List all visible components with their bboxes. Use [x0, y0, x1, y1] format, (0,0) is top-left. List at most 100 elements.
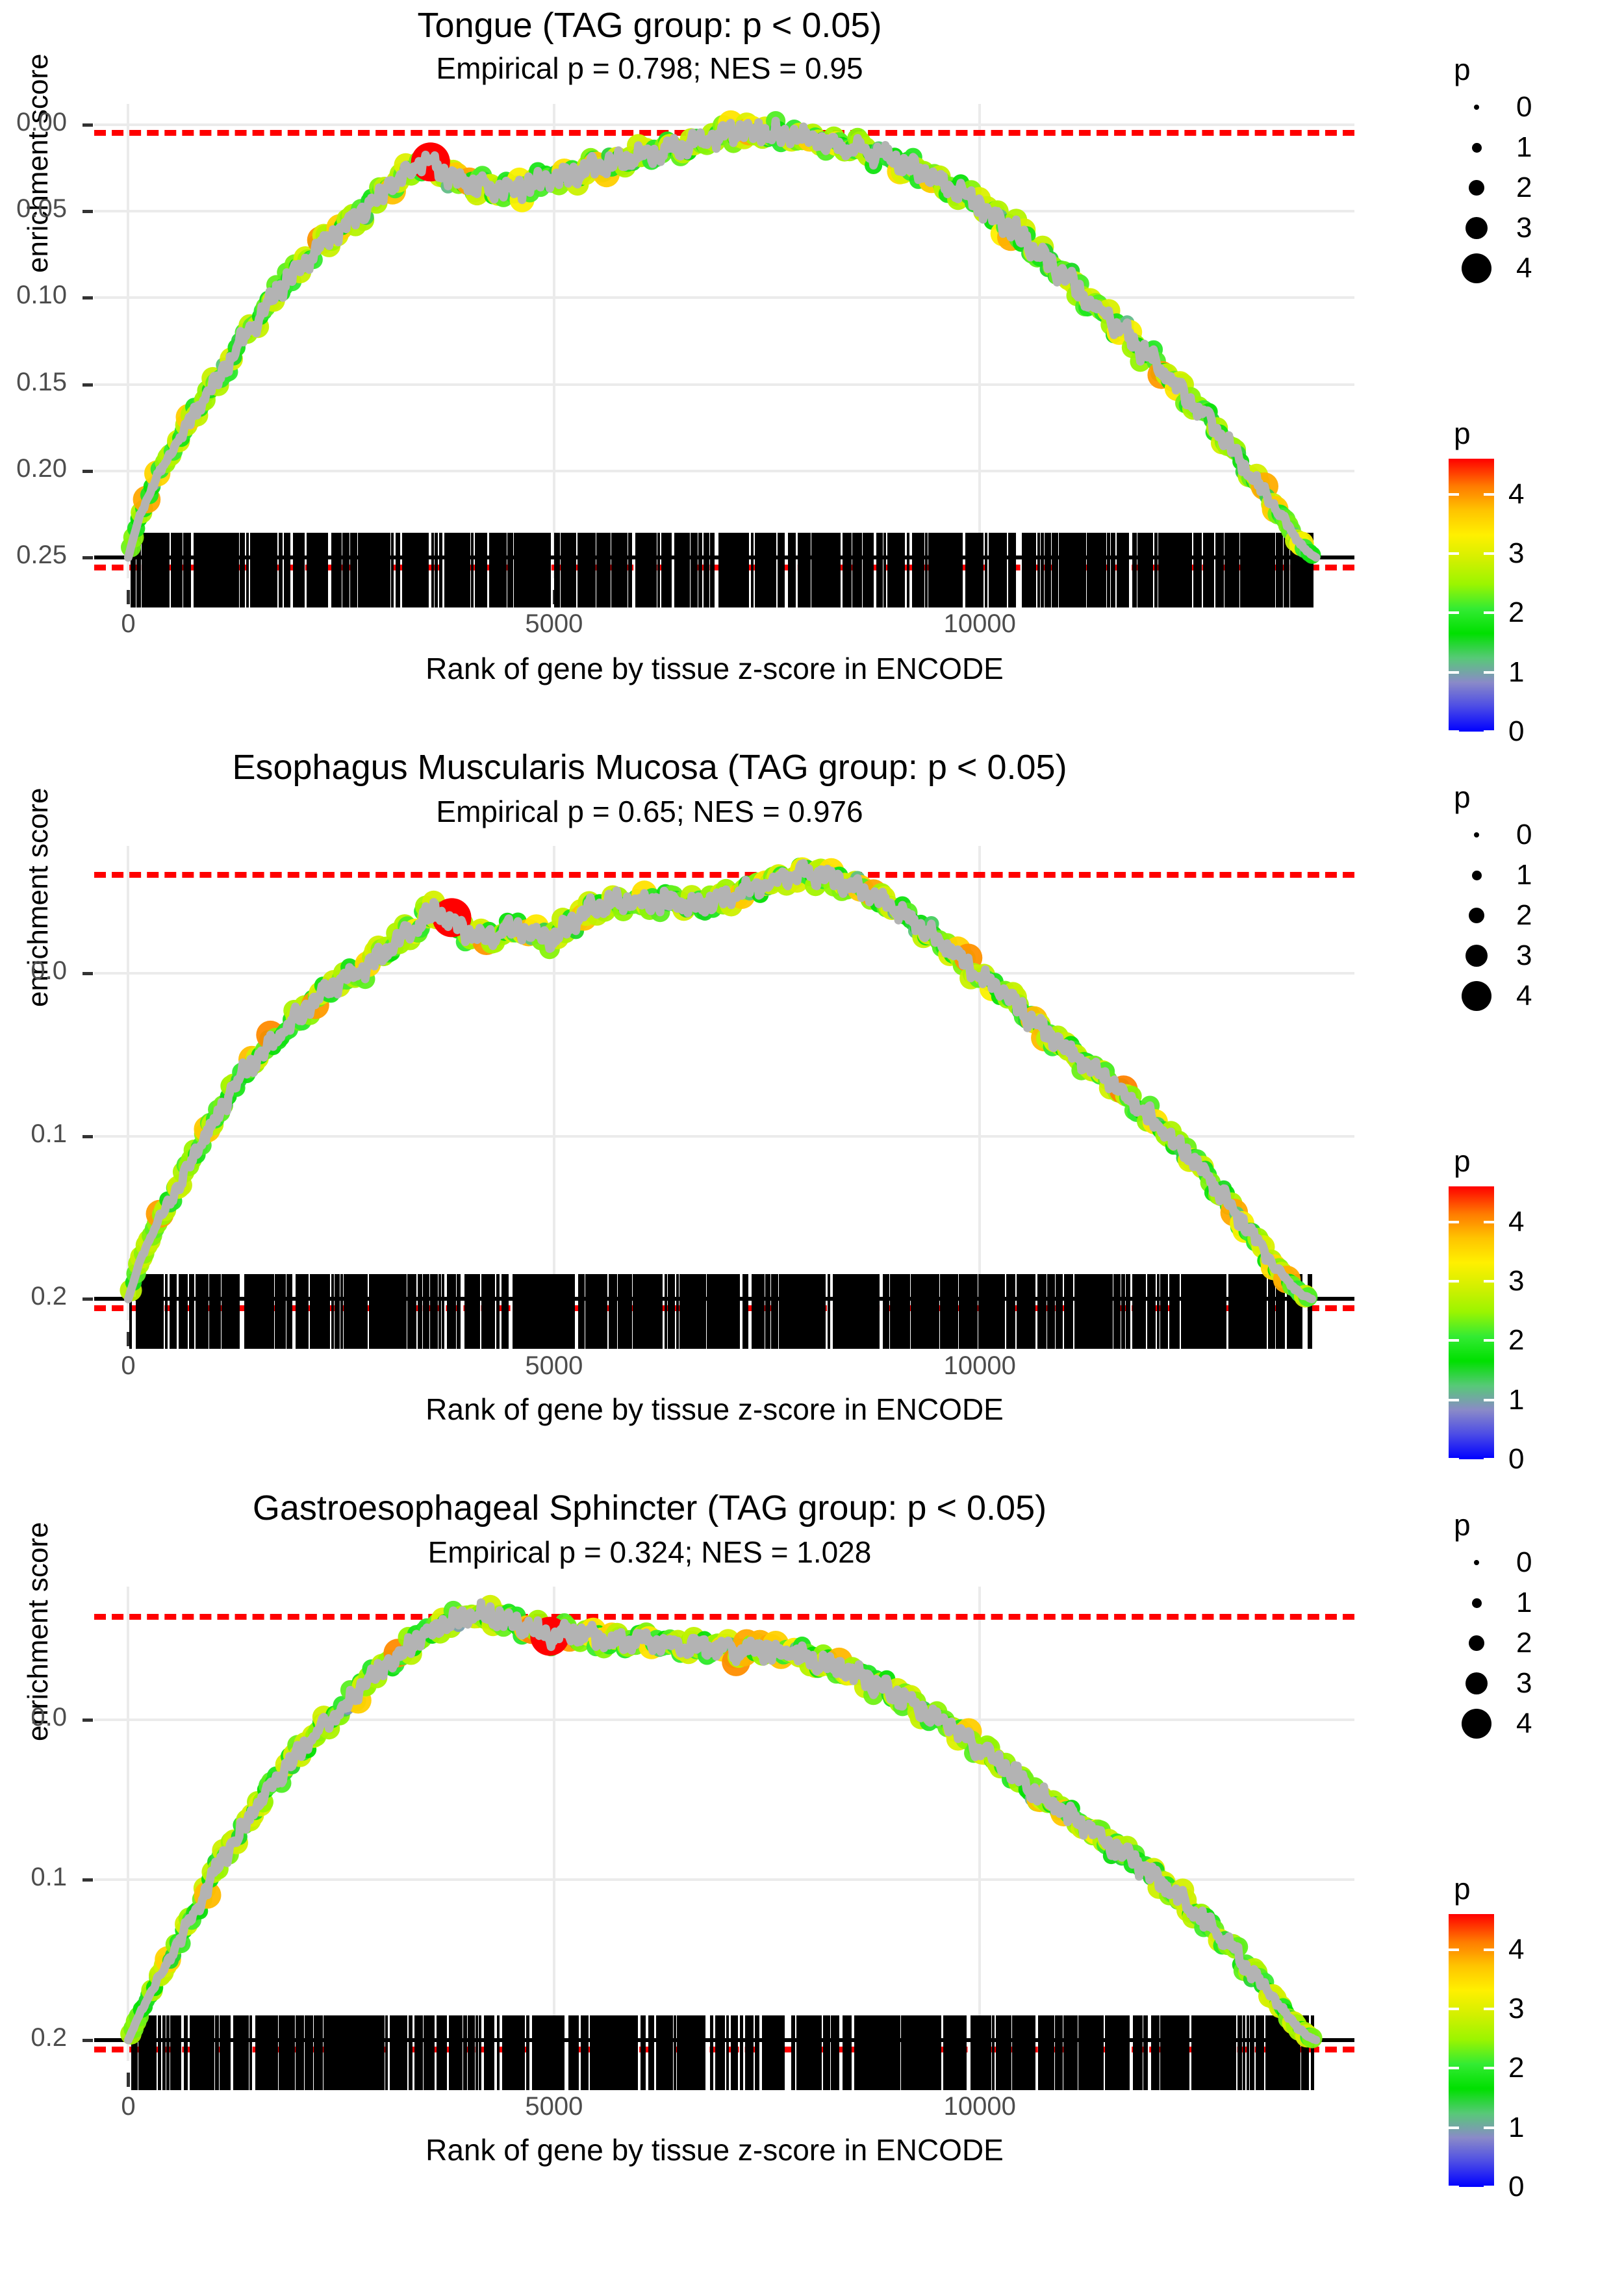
- y-axis-tick-mark: [82, 1297, 93, 1301]
- gene-hit-tick: [146, 533, 149, 608]
- y-axis-tick-label: 0.20: [16, 454, 67, 483]
- size-legend-item: 3: [1449, 936, 1532, 976]
- gene-hit-tick: [508, 533, 511, 608]
- gene-hit-tick: [1061, 533, 1065, 608]
- gene-hit-tick: [545, 533, 548, 608]
- gene-hit-tick: [821, 533, 824, 608]
- size-legend-label: 1: [1516, 1587, 1532, 1618]
- gene-hit-tick: [163, 533, 166, 608]
- gene-hit-tick: [1009, 533, 1012, 608]
- gene-hit-tick: [1276, 533, 1280, 608]
- gene-hit-tick: [353, 533, 356, 608]
- colorbar-tick-mark: [1484, 1280, 1494, 1283]
- gene-hit-tick: [172, 533, 175, 608]
- gene-hit-tick: [1176, 533, 1180, 608]
- colorbar-tick-mark: [1449, 552, 1459, 556]
- gene-hit-tick: [791, 533, 794, 608]
- gene-hit-tick: [435, 533, 438, 608]
- gene-hit-tick: [619, 533, 622, 608]
- y-axis-tick-label: 0.00: [16, 107, 67, 136]
- colorbar-tick-mark: [1484, 671, 1494, 674]
- panel-tongue: Tongue (TAG group: p < 0.05) Empirical p…: [0, 0, 1624, 728]
- size-legend-item: 1: [1449, 127, 1532, 168]
- gene-hit-tick: [654, 533, 657, 608]
- gene-hit-tick: [285, 533, 288, 608]
- gene-hit-tick: [212, 533, 215, 608]
- gene-hit-tick: [970, 533, 973, 608]
- gene-hit-tick: [1044, 533, 1047, 608]
- size-legend-item: 0: [1449, 87, 1532, 127]
- size-legend-dot-wrapper: [1449, 981, 1504, 1011]
- gene-hit-tick: [1097, 533, 1100, 608]
- size-legend-dot-icon: [1474, 832, 1479, 837]
- gene-hit-tick: [718, 533, 722, 608]
- gene-hit-tick: [454, 533, 457, 608]
- gene-hit-tick: [1207, 533, 1210, 608]
- gene-hit-tick: [1029, 533, 1032, 608]
- gene-hit-tick: [1069, 533, 1072, 608]
- gene-hit-tick: [261, 533, 264, 608]
- size-legend-dot-icon: [1471, 142, 1482, 153]
- gene-hit-tick: [601, 533, 604, 608]
- colorbar-tick-mark: [1484, 492, 1494, 496]
- gene-hit-tick: [361, 533, 364, 608]
- gene-hit-tick: [167, 533, 170, 608]
- gene-hit-tick: [843, 533, 846, 608]
- gene-hit-tick: [728, 533, 731, 608]
- colorbar-label: 3: [1508, 1993, 1525, 2025]
- gene-hit-tick: [1108, 533, 1111, 608]
- size-legend-dot-wrapper: [1449, 180, 1504, 196]
- x-axis-tick-label: 0: [121, 2092, 136, 2121]
- gene-hit-tick: [485, 533, 488, 608]
- gene-hit-tick: [377, 533, 380, 608]
- gene-hit-tick: [401, 533, 405, 608]
- gene-hit-tick: [130, 533, 133, 608]
- gene-hit-tick: [891, 533, 894, 608]
- gene-hit-tick: [611, 533, 614, 608]
- colorbar-tick-mark: [1484, 2067, 1494, 2070]
- gene-hit-tick: [652, 533, 655, 608]
- gene-hit-tick: [943, 533, 946, 608]
- gene-hit-tick: [817, 533, 820, 608]
- gene-hit-tick: [440, 533, 443, 608]
- panel-title: Esophagus Muscularis Mucosa (TAG group: …: [232, 748, 1067, 787]
- gene-hit-tick: [1026, 533, 1030, 608]
- gene-hit-tick: [455, 533, 459, 608]
- gene-hit-tick: [835, 533, 839, 608]
- gene-hit-tick: [466, 533, 468, 608]
- gene-hit-tick: [572, 533, 575, 608]
- y-axis-tick-mark: [82, 296, 93, 300]
- gene-hit-tick: [1175, 533, 1178, 608]
- gene-hit-tick: [314, 533, 317, 608]
- gene-hit-tick: [1225, 533, 1228, 608]
- color-legend-title: p: [1454, 1872, 1471, 1906]
- gene-hit-tick: [194, 533, 197, 608]
- gene-hit-tick: [411, 533, 414, 608]
- y-axis-tick-mark: [82, 123, 93, 127]
- size-legend-dot-wrapper: [1449, 870, 1504, 880]
- gene-hit-tick: [1041, 533, 1044, 608]
- gene-hit-tick: [374, 533, 377, 608]
- gene-hit-tick: [1076, 533, 1080, 608]
- y-axis-tick-label: 0.2: [31, 1282, 67, 1311]
- colorbar-label: 4: [1508, 478, 1525, 510]
- running-sum-line: [123, 116, 1321, 562]
- gene-hit-tick: [1203, 533, 1206, 608]
- gene-hit-tick: [1286, 533, 1289, 608]
- panel-title: Gastroesophageal Sphincter (TAG group: p…: [252, 1488, 1047, 1527]
- gene-hit-tick: [758, 533, 761, 608]
- x-axis-tick-label: 5000: [525, 2092, 583, 2121]
- gene-hit-tick: [1133, 533, 1136, 608]
- size-legend-label: 4: [1516, 980, 1532, 1012]
- gene-hit-tick: [239, 533, 242, 608]
- gene-hit-tick: [644, 533, 647, 608]
- colorbar-tick-mark: [1449, 1220, 1459, 1223]
- gene-hit-tick: [645, 533, 648, 608]
- gene-hit-tick: [1058, 533, 1061, 608]
- gene-hit-tick: [1187, 533, 1190, 608]
- gene-hit-tick: [763, 533, 767, 608]
- size-legend-title: p: [1454, 780, 1471, 814]
- gene-hit-tick: [1299, 533, 1302, 608]
